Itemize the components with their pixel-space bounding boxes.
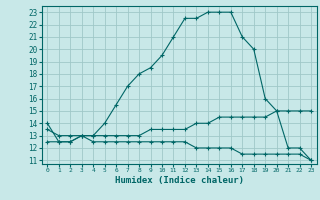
- X-axis label: Humidex (Indice chaleur): Humidex (Indice chaleur): [115, 176, 244, 185]
